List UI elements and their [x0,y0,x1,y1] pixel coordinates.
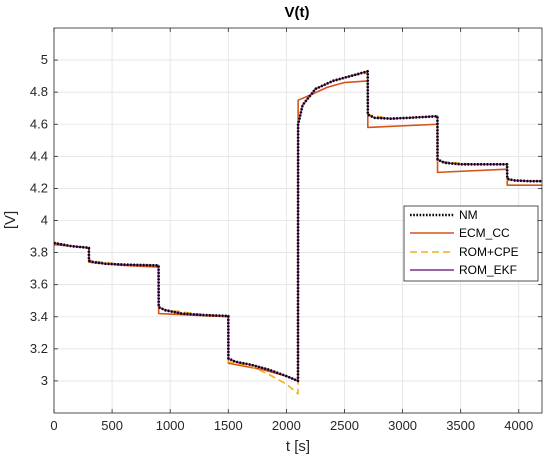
y-tick-label: 3.2 [30,341,48,356]
legend-item-ecm-cc: ECM_CC [410,226,510,240]
y-tick-label: 3.6 [30,277,48,292]
x-tick-label: 4000 [504,418,533,433]
y-tick-label: 3 [41,373,48,388]
legend-label-rom-ekf: ROM_EKF [459,263,517,277]
x-tick-label: 1000 [156,418,185,433]
y-tick-label: 5 [41,52,48,67]
y-tick-label: 4.6 [30,116,48,131]
y-tick-label: 4.8 [30,84,48,99]
legend-label-rom-cpe: ROM+CPE [459,245,519,259]
legend-item-rom-ekf: ROM_EKF [410,263,517,277]
series-line-nm [53,70,542,383]
x-tick-label: 2500 [330,418,359,433]
x-axis: 0 500 1000 1500 2000 2500 3000 3500 4000 [50,28,533,433]
legend-label-ecm-cc: ECM_CC [459,226,510,240]
x-tick-label: 500 [101,418,123,433]
x-tick-label: 1500 [214,418,243,433]
x-axis-label: t [s] [286,438,310,455]
y-tick-label: 4 [41,213,48,228]
legend-box [403,205,539,282]
y-tick-label: 3.4 [30,309,48,324]
legend-item-rom-cpe: ROM+CPE [410,245,519,259]
y-tick-label: 4.2 [30,180,48,195]
x-tick-label: 2000 [272,418,301,433]
legend-label-nm: NM [459,208,478,222]
y-axis-label: [V] [2,211,19,229]
y-axis: 3 3.2 3.4 3.6 3.8 4 4.2 4.4 4.6 4.8 5 [30,52,542,388]
series-group [53,70,543,395]
chart-title: V(t) [285,4,310,21]
x-tick-label: 0 [50,418,57,433]
y-tick-label: 3.8 [30,245,48,260]
x-tick-label: 3500 [446,418,475,433]
x-tick-label: 3000 [388,418,417,433]
legend: NM ECM_CC ROM+CPE ROM_EKF [403,205,539,282]
legend-item-nm: NM [410,208,478,222]
y-tick-label: 4.4 [30,148,48,163]
